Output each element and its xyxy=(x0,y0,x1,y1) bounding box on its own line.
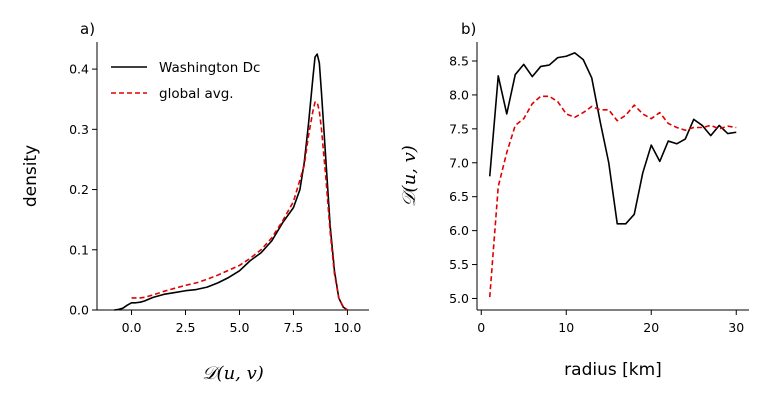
panel-b-y-axis-label: 𝒟(u, v) xyxy=(399,145,420,207)
legend-label-global-avg: global avg. xyxy=(159,86,234,102)
panel-b-ytick-label: 5.0 xyxy=(449,291,469,306)
panel-a-xtick-label: 7.5 xyxy=(283,320,303,335)
panel-a-ytick-label: 0.2 xyxy=(69,182,89,197)
panel-b-ytick-label: 8.0 xyxy=(449,87,469,102)
panel-b-xtick-label: 20 xyxy=(643,320,659,335)
panel-a-y-axis-label: density xyxy=(21,145,41,207)
panel-a-series-global-avg xyxy=(131,101,348,311)
panel-a-ytick-label: 0.0 xyxy=(69,303,89,318)
legend-label-washington-dc: Washington Dc xyxy=(159,60,260,76)
panel-b-ytick-label: 6.0 xyxy=(449,223,469,238)
panel-b-xtick-label: 10 xyxy=(558,320,574,335)
panel-a-xtick-label: 2.5 xyxy=(176,320,196,335)
panel-a-ytick-label: 0.1 xyxy=(69,242,89,257)
panel-b-ytick-label: 7.0 xyxy=(449,155,469,170)
panel-a-series-washington-dc xyxy=(114,53,348,311)
panel-a-ytick-label: 0.4 xyxy=(69,62,89,77)
panel-b-ytick-label: 6.5 xyxy=(449,189,469,204)
panel-b-xtick-label: 30 xyxy=(728,320,744,335)
panel-a-panel-label: a) xyxy=(80,20,95,38)
panel-a-xtick-label: 0.0 xyxy=(122,320,142,335)
panel-b-panel-label: b) xyxy=(461,20,476,38)
panel-b-xtick-label: 0 xyxy=(477,320,485,335)
panel-b-ytick-label: 8.5 xyxy=(449,53,469,68)
panel-a-x-axis-label: 𝒟(u, v) xyxy=(202,363,264,384)
panel-a-xtick-label: 5.0 xyxy=(230,320,250,335)
panel-b-x-axis-label: radius [km] xyxy=(564,360,662,380)
panel-a-xtick-label: 10.0 xyxy=(333,320,361,335)
panel-a-ytick-label: 0.3 xyxy=(69,122,89,137)
panel-b-ytick-label: 7.5 xyxy=(449,121,469,136)
panel-b-series-washington-dc xyxy=(488,52,737,225)
panel-b-ytick-label: 5.5 xyxy=(449,257,469,272)
